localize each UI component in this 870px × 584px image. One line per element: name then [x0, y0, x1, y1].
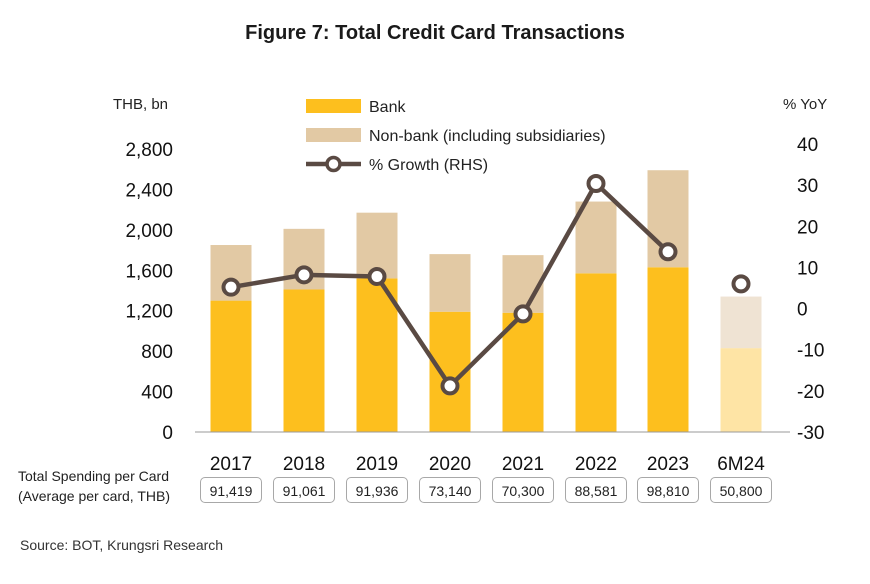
x-tick-label-2020: 2020	[429, 454, 471, 475]
bar-bank-2023	[647, 267, 689, 432]
bar-bank-2019	[356, 278, 398, 432]
y-left-tick-label: 2,000	[125, 221, 173, 242]
legend-label-bank: Bank	[369, 99, 406, 116]
growth-marker-2019	[367, 266, 387, 286]
spending-value-2023: 98,810	[637, 477, 699, 503]
y-right-tick-label: -30	[797, 423, 824, 444]
spending-value-2018: 91,061	[273, 477, 335, 503]
growth-marker-2021	[513, 304, 533, 324]
spending-label-line2: (Average per card, THB)	[18, 488, 170, 504]
bar-bank-2017	[210, 300, 252, 432]
y-right-tick-label: -10	[797, 341, 824, 362]
bar-nonbank-2021	[502, 255, 544, 313]
growth-marker-6M24	[731, 274, 751, 294]
x-tick-label-2023: 2023	[647, 454, 689, 475]
y-right-tick-label: 0	[797, 300, 808, 321]
legend-swatch-growth-marker	[325, 155, 342, 173]
spending-value-6M24: 50,800	[710, 477, 772, 503]
growth-marker-2017	[221, 277, 241, 297]
bar-bank-2021	[502, 312, 544, 432]
bars-group	[210, 170, 762, 432]
bar-nonbank-2020	[429, 254, 471, 312]
legend-swatch-nonbank	[306, 128, 361, 142]
y-right-tick-label: 30	[797, 176, 818, 197]
spending-value-2022: 88,581	[565, 477, 627, 503]
x-tick-label-2017: 2017	[210, 454, 252, 475]
growth-line-group	[221, 173, 751, 396]
growth-marker-2020	[440, 376, 460, 396]
y-left-axis-title: THB, bn	[113, 96, 168, 113]
y-right-tick-label: 40	[797, 135, 818, 156]
y-left-tick-label: 400	[141, 383, 173, 404]
y-left-tick-label: 1,200	[125, 302, 173, 323]
y-left-tick-label: 2,800	[125, 140, 173, 161]
source-note: Source: BOT, Krungsri Research	[20, 537, 224, 553]
x-tick-label-2019: 2019	[356, 454, 398, 475]
y-right-tick-label: 10	[797, 258, 818, 279]
bar-bank-6M24	[720, 348, 762, 432]
spending-value-2017: 91,419	[200, 477, 262, 503]
bar-bank-2022	[575, 273, 617, 432]
spending-value-2020: 73,140	[419, 477, 481, 503]
x-tick-label-2018: 2018	[283, 454, 325, 475]
legend-label-growth: % Growth (RHS)	[369, 157, 488, 174]
y-right-axis-title: % YoY	[783, 96, 827, 113]
spending-value-2021: 70,300	[492, 477, 554, 503]
spending-label-line1: Total Spending per Card	[18, 468, 169, 484]
chart-title: Figure 7: Total Credit Card Transactions	[245, 22, 625, 44]
x-tick-label-6M24: 6M24	[717, 454, 765, 475]
x-tick-label-2022: 2022	[575, 454, 617, 475]
spending-value-2019: 91,936	[346, 477, 408, 503]
y-left-tick-label: 800	[141, 342, 173, 363]
bar-bank-2018	[283, 289, 325, 432]
legend-swatch-bank	[306, 99, 361, 113]
axes-group: 2017 2018 2019 2020 2021 2022 2023 6M2404008001…	[113, 96, 827, 475]
spending-label: Total Spending per Card (Average per car…	[18, 466, 170, 506]
legend: Bank Non-bank (including subsidiaries) % G…	[306, 99, 606, 174]
growth-marker-2018	[294, 265, 314, 285]
y-left-tick-label: 2,400	[125, 180, 173, 201]
bar-nonbank-6M24	[720, 296, 762, 349]
legend-label-nonbank: Non-bank (including subsidiaries)	[369, 128, 606, 145]
growth-marker-2023	[658, 242, 678, 262]
y-left-tick-label: 0	[162, 423, 173, 444]
y-right-tick-label: 20	[797, 217, 818, 238]
y-right-tick-label: -20	[797, 382, 824, 403]
x-tick-label-2021: 2021	[502, 454, 544, 475]
growth-marker-2022	[586, 173, 606, 193]
y-left-tick-label: 1,600	[125, 261, 173, 282]
bar-nonbank-2022	[575, 201, 617, 274]
